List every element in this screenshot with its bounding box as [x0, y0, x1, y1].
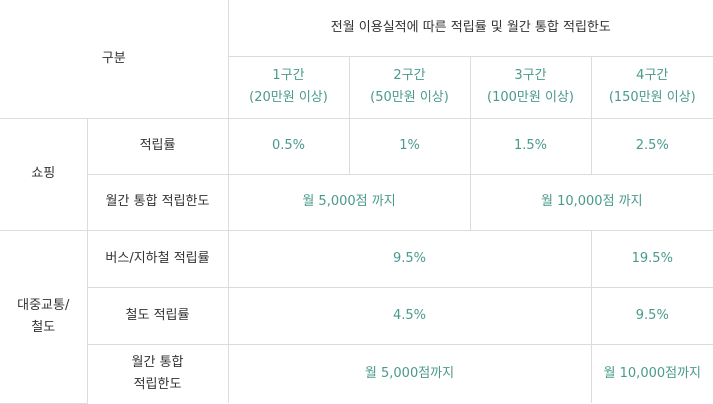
accrual-condition-header: 전월 이용실적에 따른 적립률 및 월간 통합 적립한도	[227, 0, 713, 57]
shopping-limit-tier-3-4: 월 10,000점 까지	[469, 173, 713, 231]
rail-rate-label: 철도 적립률	[87, 286, 229, 345]
tier-2-condition: (50만원 이상)	[370, 90, 449, 105]
shopping-rate-tier-3: 1.5%	[469, 117, 592, 175]
tier-4-condition: (150만원 이상)	[608, 90, 696, 105]
tier-3-name: 3구간	[514, 68, 547, 83]
transit-limit-label: 월간 통합 적립한도	[87, 343, 229, 403]
shopping-limit-label: 월간 통합 적립한도	[87, 173, 229, 231]
transit-label-line-2: 철도	[31, 319, 56, 335]
bus-subway-rate-label: 버스/지하철 적립률	[86, 229, 229, 288]
bus-subway-rate-tier-1-3: 9.5%	[227, 229, 592, 288]
shopping-rate-label: 적립률	[86, 117, 229, 175]
tier-2-header: 2구간 (50만원 이상)	[348, 55, 471, 119]
tier-2-name: 2구간	[393, 68, 426, 83]
transit-label: 대중교통/ 철도	[0, 229, 88, 404]
shopping-limit-tier-1-2: 월 5,000점 까지	[227, 173, 471, 231]
tier-1-name: 1구간	[272, 68, 305, 83]
transit-limit-tier-4: 월 10,000점까지	[590, 343, 713, 403]
category-header: 구분	[0, 0, 229, 119]
transit-limit-label-line-2: 적립한도	[133, 376, 182, 392]
shopping-rate-tier-1: 0.5%	[227, 117, 350, 175]
bus-subway-rate-tier-4: 19.5%	[590, 229, 713, 288]
tier-3-condition: (100만원 이상)	[487, 90, 574, 105]
rail-rate-tier-1-3: 4.5%	[227, 286, 592, 345]
transit-limit-tier-1-3: 월 5,000점까지	[227, 343, 592, 403]
tier-4-name: 4구간	[636, 68, 669, 83]
shopping-rate-tier-4: 2.5%	[590, 117, 713, 175]
rail-rate-tier-4: 9.5%	[590, 286, 713, 345]
shopping-label: 쇼핑	[0, 117, 88, 231]
shopping-rate-tier-2: 1%	[348, 117, 471, 175]
tier-4-header: 4구간 (150만원 이상)	[590, 55, 713, 119]
tier-1-header: 1구간 (20만원 이상)	[228, 55, 350, 119]
transit-limit-label-line-1: 월간 통합	[131, 354, 184, 370]
tier-3-header: 3구간 (100만원 이상)	[469, 55, 592, 119]
tier-1-condition: (20만원 이상)	[249, 90, 328, 105]
transit-label-line-1: 대중교통/	[17, 297, 70, 313]
